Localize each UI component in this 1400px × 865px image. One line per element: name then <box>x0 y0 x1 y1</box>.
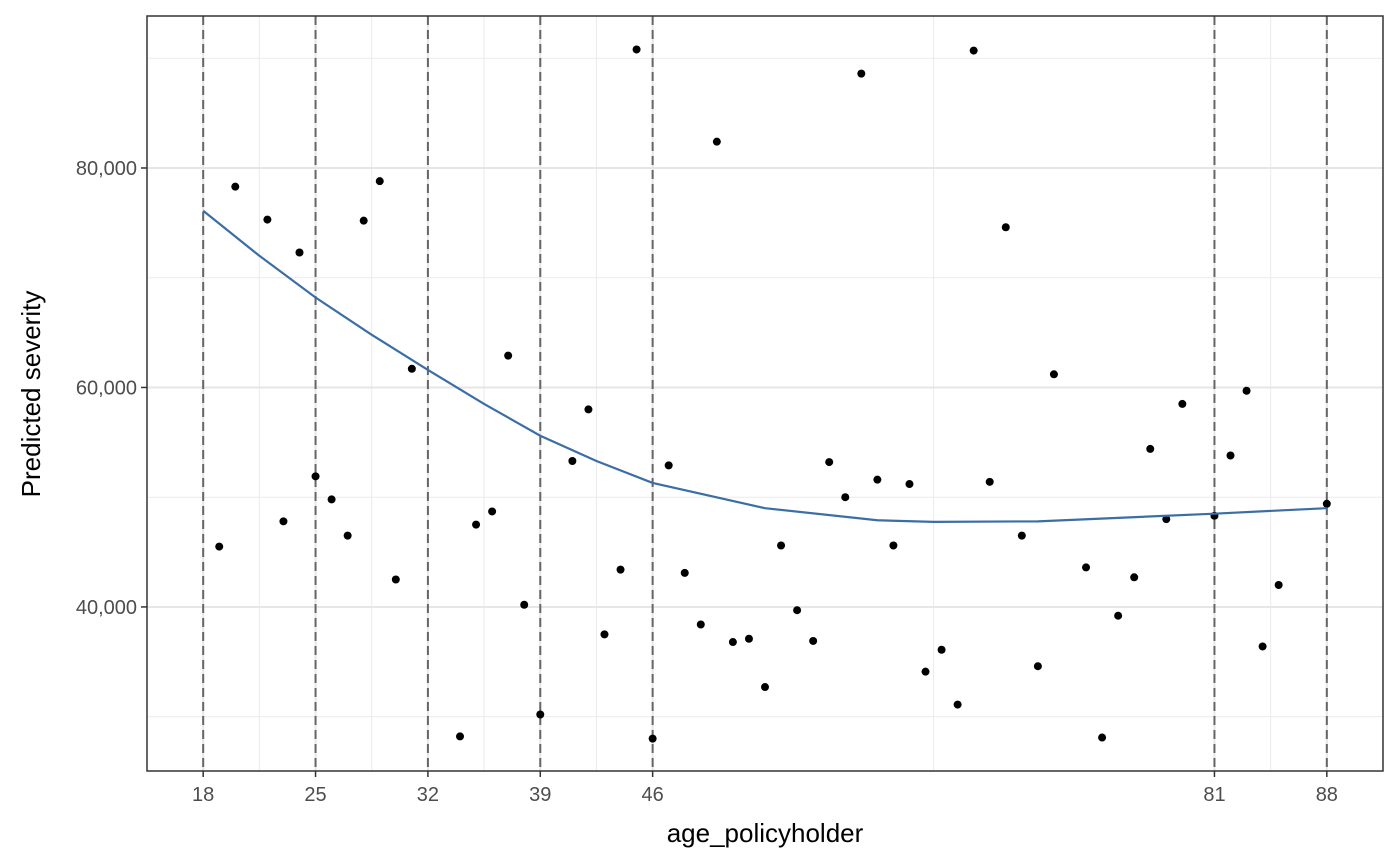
point <box>1322 499 1331 508</box>
point <box>568 456 577 465</box>
point <box>985 477 994 486</box>
point <box>648 734 657 743</box>
x-tick-label: 18 <box>192 784 214 806</box>
point <box>295 248 304 257</box>
point <box>1098 733 1107 742</box>
point <box>343 531 352 540</box>
x-tick-label: 39 <box>529 784 551 806</box>
point <box>1082 563 1091 572</box>
point <box>263 215 272 224</box>
point <box>1049 370 1058 379</box>
x-tick-label: 25 <box>304 784 326 806</box>
point <box>889 541 898 550</box>
point <box>359 216 368 225</box>
point <box>664 461 673 470</box>
point <box>1001 223 1010 232</box>
point <box>632 45 641 54</box>
point <box>680 568 689 577</box>
y-axis-title: Predicted severity <box>16 291 46 498</box>
point <box>215 542 224 551</box>
point <box>696 620 705 629</box>
point <box>793 606 802 615</box>
point <box>953 700 962 709</box>
point <box>584 405 593 414</box>
point <box>921 667 930 676</box>
point <box>712 137 721 146</box>
point <box>1226 451 1235 460</box>
point <box>969 46 978 55</box>
point <box>1130 573 1139 582</box>
point <box>728 638 737 647</box>
point <box>809 636 818 645</box>
point <box>327 495 336 504</box>
panel-border <box>146 15 1384 772</box>
point <box>937 645 946 654</box>
x-tick-label: 32 <box>417 784 439 806</box>
point <box>1033 662 1042 671</box>
trend-line <box>202 209 1327 523</box>
point <box>504 351 513 360</box>
point <box>1178 399 1187 408</box>
point <box>1242 386 1251 395</box>
point <box>520 600 529 609</box>
point <box>391 575 400 584</box>
point <box>841 493 850 502</box>
x-tick-label: 88 <box>1316 784 1338 806</box>
point <box>600 630 609 639</box>
y-tick-label: 60,000 <box>76 377 137 399</box>
point <box>744 634 753 643</box>
point <box>1258 642 1267 651</box>
y-tick-label: 80,000 <box>76 158 137 180</box>
point <box>311 472 320 481</box>
point <box>1017 531 1026 540</box>
point <box>825 458 834 467</box>
point <box>231 182 240 191</box>
point <box>1114 611 1123 620</box>
point <box>873 475 882 484</box>
point <box>761 683 769 692</box>
point <box>857 69 866 78</box>
point <box>456 732 465 741</box>
point <box>1274 580 1283 589</box>
point <box>1162 515 1171 524</box>
point <box>777 541 786 550</box>
point <box>407 364 416 373</box>
x-tick-label: 81 <box>1203 784 1225 806</box>
point <box>279 517 288 526</box>
point <box>375 177 384 186</box>
point <box>488 507 497 516</box>
point <box>536 710 545 719</box>
x-axis-title: age_policyholder <box>667 818 864 848</box>
y-tick-label: 40,000 <box>76 597 137 619</box>
x-tick-label: 46 <box>642 784 664 806</box>
point <box>905 480 914 489</box>
point <box>472 520 481 529</box>
point <box>1146 444 1155 453</box>
point <box>616 565 625 574</box>
